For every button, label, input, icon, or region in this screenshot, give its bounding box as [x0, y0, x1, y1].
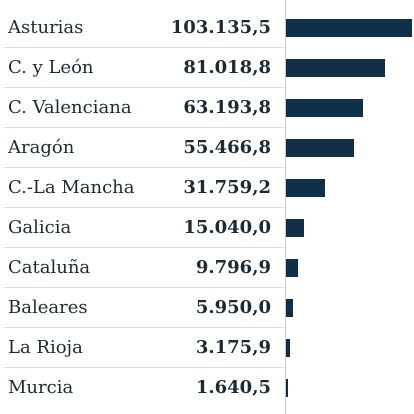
row-divider — [4, 127, 284, 128]
chart-row: C. Valenciana 63.193,8 — [0, 88, 414, 128]
chart-row: La Rioja 3.175,9 — [0, 328, 414, 368]
bar — [286, 99, 364, 117]
chart-row: Asturias 103.135,5 — [0, 8, 414, 48]
data-label: 103.135,5 — [170, 17, 271, 38]
row-divider — [4, 367, 284, 368]
category-label: C. y León — [8, 57, 94, 78]
data-label: 15.040,0 — [183, 217, 271, 238]
category-label: C.-La Mancha — [8, 177, 135, 198]
category-label: C. Valenciana — [8, 97, 132, 118]
row-divider — [4, 87, 284, 88]
category-label: Cataluña — [8, 257, 91, 278]
bar — [286, 379, 288, 397]
row-divider — [4, 207, 284, 208]
data-label: 3.175,9 — [195, 337, 271, 358]
category-label: Aragón — [8, 137, 75, 158]
bar — [286, 299, 294, 317]
data-label: 81.018,8 — [183, 57, 271, 78]
bar — [286, 339, 290, 357]
bar — [286, 19, 412, 37]
category-label: Galicia — [8, 217, 72, 238]
data-label: 1.640,5 — [195, 377, 271, 398]
category-label: Asturias — [8, 17, 84, 38]
row-divider — [4, 247, 284, 248]
chart-row: Murcia 1.640,5 — [0, 368, 414, 408]
data-label: 31.759,2 — [183, 177, 271, 198]
bar — [286, 59, 385, 77]
category-label: Baleares — [8, 297, 88, 318]
chart-row: Baleares 5.950,0 — [0, 288, 414, 328]
bar — [286, 179, 325, 197]
chart-row: Galicia 15.040,0 — [0, 208, 414, 248]
data-label: 55.466,8 — [183, 137, 271, 158]
data-label: 9.796,9 — [195, 257, 271, 278]
chart-row: C. y León 81.018,8 — [0, 48, 414, 88]
chart-axis-line — [285, 0, 286, 414]
category-label: Murcia — [8, 377, 74, 398]
bar — [286, 259, 298, 277]
data-label: 5.950,0 — [195, 297, 271, 318]
category-label: La Rioja — [8, 337, 83, 358]
row-divider — [4, 167, 284, 168]
row-divider — [4, 327, 284, 328]
data-label: 63.193,8 — [183, 97, 271, 118]
row-divider — [4, 47, 284, 48]
chart-row: Aragón 55.466,8 — [0, 128, 414, 168]
bar — [286, 139, 354, 157]
row-divider — [4, 287, 284, 288]
chart-row: C.-La Mancha 31.759,2 — [0, 168, 414, 208]
bar — [286, 219, 305, 237]
chart-row: Cataluña 9.796,9 — [0, 248, 414, 288]
